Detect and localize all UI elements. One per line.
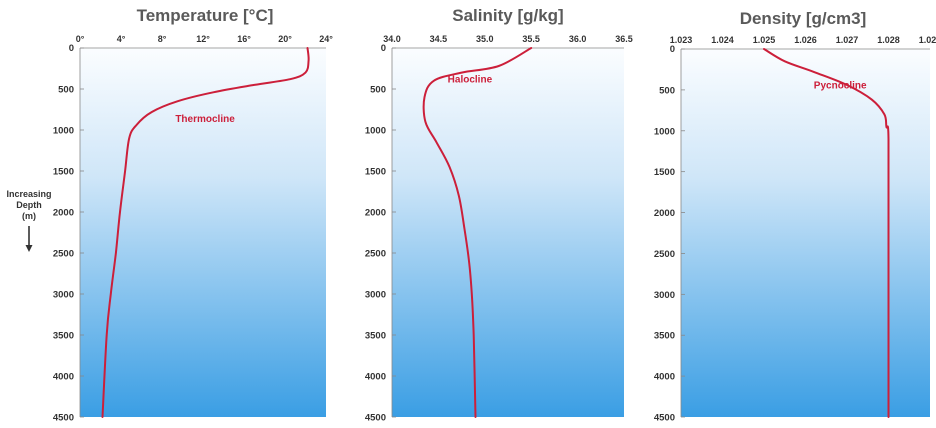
density-y-tick-label: 500	[659, 85, 675, 96]
density-x-tick-label: 1.029	[919, 35, 936, 45]
temperature-x-tick-label: 20°	[278, 34, 292, 44]
density-y-tick-label: 0	[670, 44, 675, 55]
temperature-y-tick-label: 3500	[53, 331, 74, 342]
temperature-x-tick-label: 12°	[196, 34, 210, 44]
density-x-tick-label: 1.027	[836, 35, 859, 45]
temperature-plot-area	[80, 48, 326, 417]
salinity-y-tick-label: 2500	[365, 249, 386, 260]
temperature-y-tick-label: 4000	[53, 372, 74, 383]
temperature-x-tick-label: 4°	[117, 34, 126, 44]
depth-label-line-2: Depth	[16, 200, 42, 210]
temperature-x-tick-label: 0°	[76, 34, 85, 44]
salinity-y-tick-label: 2000	[365, 208, 386, 219]
temperature-y-tick-label: 3000	[53, 290, 74, 301]
density-x-tick-label: 1.025	[753, 35, 776, 45]
density-x-ticks: 1.023 1.024 1.025 1.026 1.027 1.028 1.029	[670, 35, 936, 45]
density-y-tick-label: 2000	[654, 208, 675, 219]
salinity-y-tick-label: 0	[381, 43, 386, 54]
temperature-y-tick-label: 500	[58, 85, 74, 96]
salinity-title: Salinity [g/kg]	[452, 6, 563, 25]
salinity-x-tick-label: 35.0	[476, 34, 494, 44]
down-arrow-icon	[25, 226, 33, 252]
temperature-annotation: Thermocline	[175, 114, 235, 125]
salinity-y-tick-label: 3500	[365, 331, 386, 342]
density-annotation: Pycnocline	[814, 80, 867, 91]
density-plot-area	[681, 49, 930, 417]
depth-label-line-1: Increasing	[6, 189, 51, 199]
salinity-annotation: Halocline	[448, 74, 493, 85]
temperature-profile-line	[101, 47, 310, 418]
density-x-tick-label: 1.024	[711, 35, 734, 45]
salinity-x-ticks: 34.0 34.5 35.0 35.5 36.0 36.5	[383, 34, 633, 44]
temperature-x-ticks: 0° 4° 8° 12° 16° 20° 24°	[76, 34, 334, 44]
density-x-tick-label: 1.028	[877, 35, 900, 45]
depth-label-line-3: (m)	[22, 211, 36, 221]
density-y-ticks: 0 500 1000 1500 2000 2500 3000 3500 4000 4500	[654, 44, 685, 424]
temperature-title: Temperature [°C]	[137, 6, 274, 25]
temperature-y-tick-label: 0	[69, 43, 74, 54]
density-y-tick-label: 3000	[654, 290, 675, 301]
salinity-panel: Salinity [g/kg] 34.0 34.5 35.0 35.5 36.0 36.5…	[365, 6, 633, 424]
salinity-profile-line	[422, 47, 533, 418]
salinity-y-tick-label: 4000	[365, 372, 386, 383]
density-y-tick-label: 1000	[654, 126, 675, 137]
salinity-x-tick-label: 36.5	[615, 34, 633, 44]
density-y-tick-label: 4000	[654, 372, 675, 383]
temperature-y-ticks: 0 500 1000 1500 2000 2500 3000 3500 4000 4500	[53, 43, 84, 424]
density-x-tick-label: 1.026	[794, 35, 817, 45]
temperature-y-tick-label: 1000	[53, 126, 74, 137]
salinity-y-ticks: 0 500 1000 1500 2000 2500 3000 3500 4000 4500	[365, 43, 396, 424]
temperature-panel: Temperature [°C] 0° 4° 8° 12° 16° 20° 24° 0 500…	[53, 6, 333, 424]
salinity-y-tick-label: 1000	[365, 126, 386, 137]
temperature-y-tick-label: 4500	[53, 413, 74, 424]
density-y-tick-label: 3500	[654, 331, 675, 342]
salinity-x-tick-label: 35.5	[522, 34, 540, 44]
density-y-tick-label: 4500	[654, 413, 675, 424]
density-y-tick-label: 2500	[654, 249, 675, 260]
salinity-y-tick-label: 3000	[365, 290, 386, 301]
salinity-x-tick-label: 34.5	[430, 34, 448, 44]
temperature-x-tick-label: 16°	[237, 34, 251, 44]
depth-axis-label: Increasing Depth (m)	[6, 189, 52, 252]
salinity-y-tick-label: 1500	[365, 167, 386, 178]
salinity-plot-area	[392, 48, 624, 417]
temperature-x-tick-label: 8°	[158, 34, 167, 44]
salinity-x-tick-label: 36.0	[569, 34, 587, 44]
density-profile-line	[763, 48, 890, 418]
temperature-x-tick-label: 24°	[319, 34, 333, 44]
density-title: Density [g/cm3]	[740, 9, 867, 28]
salinity-y-tick-label: 500	[370, 85, 386, 96]
temperature-y-tick-label: 2000	[53, 208, 74, 219]
density-x-tick-label: 1.023	[670, 35, 693, 45]
salinity-x-tick-label: 34.0	[383, 34, 401, 44]
temperature-y-tick-label: 2500	[53, 249, 74, 260]
density-y-tick-label: 1500	[654, 167, 675, 178]
density-panel: Density [g/cm3] 1.023 1.024 1.025 1.026 1.02…	[654, 9, 936, 424]
temperature-y-tick-label: 1500	[53, 167, 74, 178]
salinity-y-tick-label: 4500	[365, 413, 386, 424]
